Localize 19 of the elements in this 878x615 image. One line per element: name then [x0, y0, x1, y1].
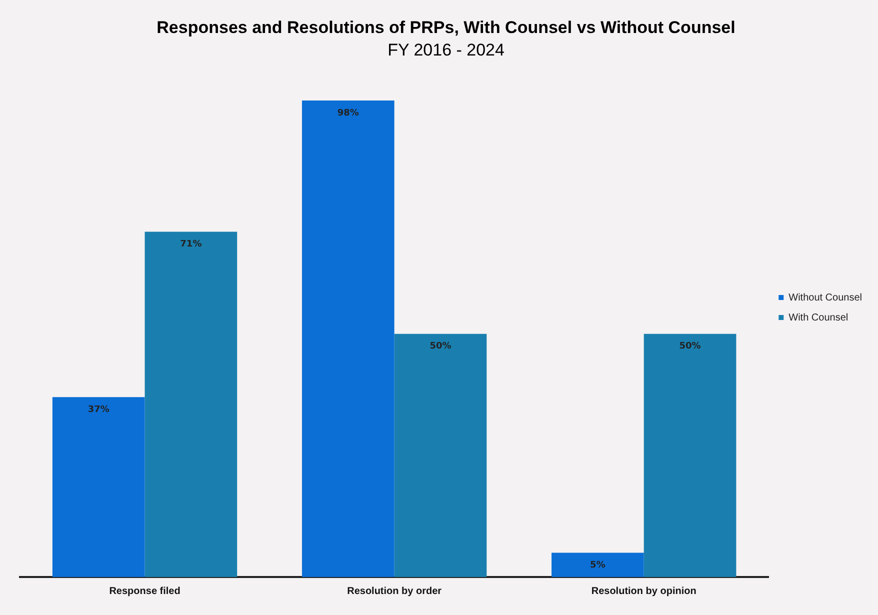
legend-label: With Counsel: [788, 312, 848, 324]
bar: [644, 334, 736, 577]
data-label: 50%: [679, 342, 701, 352]
x-tick-label: Response filed: [109, 586, 180, 597]
x-tick-label: Resolution by order: [347, 586, 442, 597]
data-label: 5%: [590, 560, 606, 571]
bar: [302, 100, 394, 577]
data-label: 71%: [180, 240, 202, 250]
bar: [394, 334, 487, 577]
chart-title: Responses and Resolutions of PRPs, With Counsel vs Without Counsel: [156, 18, 736, 37]
bar: [144, 232, 238, 577]
bar: [552, 552, 644, 577]
legend-label: Without Counsel: [788, 292, 862, 304]
data-label: 37%: [88, 404, 110, 415]
bar: [52, 397, 145, 577]
chart-subtitle: FY 2016 - 2024: [388, 40, 504, 60]
data-label: 50%: [430, 342, 452, 352]
x-tick-label: Resolution by opinion: [591, 586, 696, 597]
data-label: 98%: [337, 108, 359, 118]
